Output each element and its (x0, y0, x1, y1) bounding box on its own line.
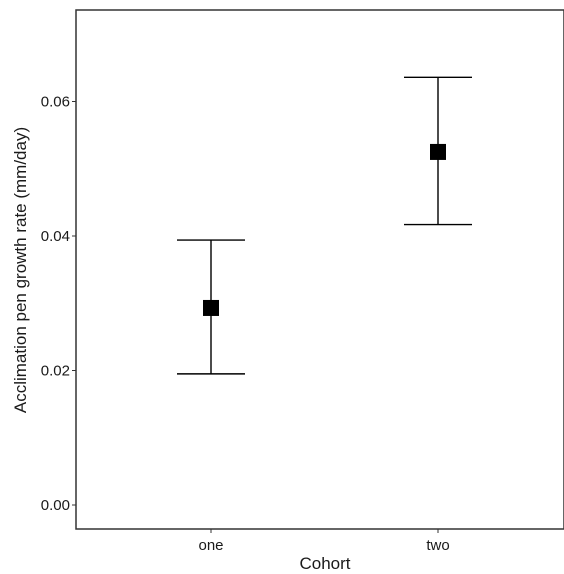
y-axis: 0.00 0.02 0.04 0.06 (41, 94, 76, 514)
y-axis-title: Acclimation pen growth rate (mm/day) (11, 127, 30, 413)
plot-panel (75, 9, 564, 530)
x-tick-label: one (198, 537, 223, 554)
data-points (203, 143, 446, 316)
y-tick-label: 0.00 (41, 497, 70, 514)
data-point (430, 143, 446, 160)
y-tick-label: 0.06 (41, 94, 70, 111)
x-axis: one two (198, 529, 450, 554)
y-tick-label: 0.04 (41, 228, 70, 245)
x-axis-title: Cohort (299, 554, 350, 573)
y-tick-label: 0.02 (41, 363, 70, 380)
data-point (203, 299, 219, 316)
x-tick-label: two (426, 537, 449, 554)
